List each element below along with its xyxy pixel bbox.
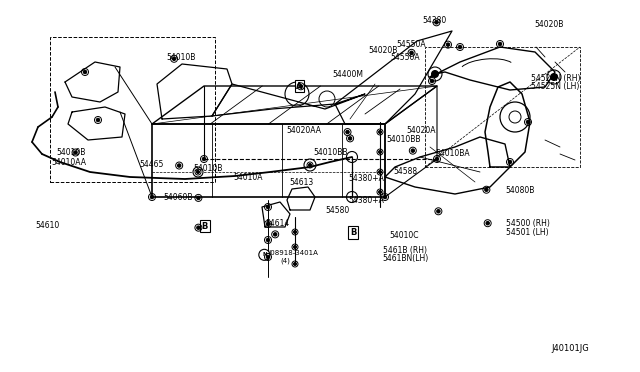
Text: 54010B: 54010B [166, 53, 196, 62]
Text: 54525N (LH): 54525N (LH) [531, 82, 580, 91]
Circle shape [266, 238, 269, 242]
Text: 54614: 54614 [266, 219, 290, 228]
Circle shape [499, 42, 502, 46]
Text: B: B [202, 222, 208, 231]
Text: 5461BN(LH): 5461BN(LH) [383, 254, 429, 263]
Circle shape [196, 226, 200, 230]
Text: 54020AA: 54020AA [287, 126, 322, 135]
Text: N: N [262, 252, 267, 257]
Text: 54020B: 54020B [368, 46, 397, 55]
Circle shape [150, 195, 154, 199]
Circle shape [435, 157, 439, 161]
Circle shape [435, 20, 438, 24]
Text: 54010BB: 54010BB [314, 148, 348, 157]
Text: 54550A: 54550A [390, 53, 420, 62]
Circle shape [177, 164, 181, 167]
Circle shape [446, 43, 450, 46]
Circle shape [378, 190, 381, 193]
Circle shape [294, 263, 296, 266]
Circle shape [259, 249, 270, 260]
Text: B: B [350, 228, 356, 237]
Circle shape [346, 130, 349, 134]
Text: (4): (4) [280, 257, 290, 264]
Text: 54588: 54588 [394, 167, 418, 176]
Text: 54501 (LH): 54501 (LH) [506, 228, 548, 237]
Circle shape [266, 255, 269, 259]
Circle shape [196, 170, 200, 173]
Circle shape [410, 51, 413, 55]
Text: 54524N (RH): 54524N (RH) [531, 74, 580, 83]
Text: N08918-3401A: N08918-3401A [266, 250, 319, 256]
Text: 54400M: 54400M [333, 70, 364, 79]
Circle shape [378, 131, 381, 134]
Text: A: A [296, 82, 303, 91]
Circle shape [294, 231, 296, 234]
Text: 54010BA: 54010BA [435, 149, 470, 158]
Text: J40101JG: J40101JG [551, 344, 589, 353]
Circle shape [172, 57, 176, 61]
Text: 54060B: 54060B [163, 193, 193, 202]
Circle shape [378, 170, 381, 173]
Text: 54465: 54465 [140, 160, 164, 169]
Circle shape [294, 246, 296, 248]
Circle shape [436, 209, 440, 213]
Text: 54010B: 54010B [56, 148, 86, 157]
Text: 54020B: 54020B [534, 20, 564, 29]
Circle shape [196, 196, 200, 200]
Circle shape [484, 188, 488, 192]
Text: 54380: 54380 [422, 16, 447, 25]
Text: 54613: 54613 [289, 178, 314, 187]
Circle shape [348, 137, 352, 140]
Circle shape [266, 205, 269, 209]
Circle shape [266, 222, 269, 226]
Text: 54020A: 54020A [406, 126, 436, 135]
Bar [425, 47, 580, 167]
Circle shape [308, 164, 312, 167]
Circle shape [273, 232, 277, 236]
Text: 54380+A: 54380+A [349, 174, 385, 183]
Text: 54580: 54580 [325, 206, 349, 215]
Text: 54500 (RH): 54500 (RH) [506, 219, 550, 228]
Circle shape [96, 118, 100, 122]
Circle shape [526, 120, 530, 124]
Text: 54010AA: 54010AA [51, 158, 86, 167]
Text: 54010B: 54010B [193, 164, 223, 173]
Circle shape [202, 157, 205, 161]
Bar [50, 37, 215, 182]
Circle shape [486, 221, 490, 225]
Circle shape [83, 70, 87, 74]
Text: 54010C: 54010C [389, 231, 419, 240]
Circle shape [299, 84, 303, 88]
Circle shape [550, 74, 557, 80]
Circle shape [378, 151, 381, 154]
Circle shape [383, 195, 387, 199]
Text: 54010BB: 54010BB [386, 135, 420, 144]
Circle shape [193, 167, 203, 177]
Text: 54380+A: 54380+A [349, 196, 385, 205]
Text: 54010A: 54010A [234, 173, 263, 182]
Circle shape [458, 45, 461, 49]
Circle shape [411, 149, 415, 153]
Text: 54550A: 54550A [397, 40, 426, 49]
Text: 54080B: 54080B [506, 186, 535, 195]
Circle shape [74, 151, 77, 154]
Circle shape [431, 71, 438, 77]
Circle shape [508, 160, 512, 164]
Circle shape [430, 79, 434, 83]
Text: 5461B (RH): 5461B (RH) [383, 246, 427, 255]
Text: 54610: 54610 [35, 221, 60, 230]
